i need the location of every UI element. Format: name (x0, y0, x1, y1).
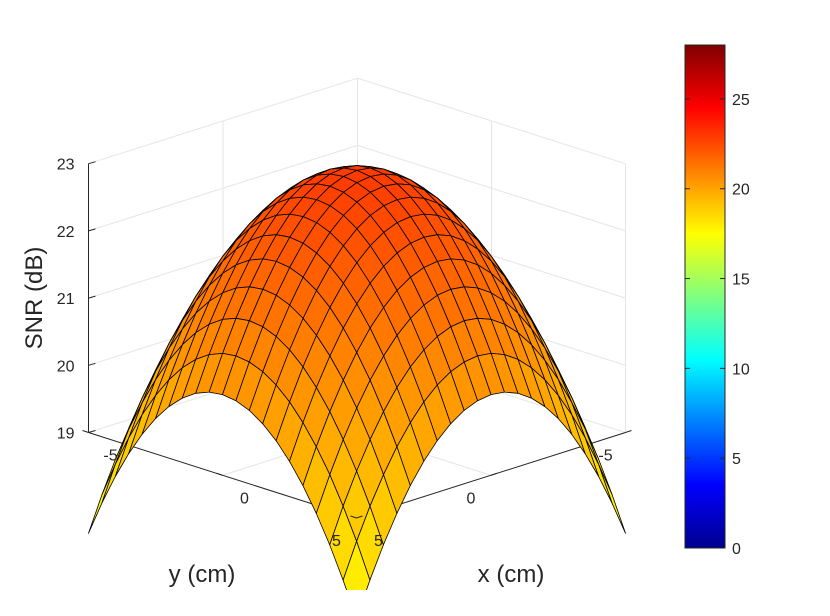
z-tick-mark (88, 295, 96, 299)
y-tick-mark (490, 472, 498, 476)
colorbar: 0 5 10 15 20 25 (684, 44, 750, 558)
x-tick-mark (82, 430, 89, 433)
z-tick-mark (88, 430, 96, 433)
z-tick-label: 21 (57, 291, 75, 308)
z-tick-mark (88, 161, 96, 165)
x-axis-label: x (cm) (478, 561, 545, 588)
x-tick-label: -5 (103, 448, 117, 465)
surface-patch (598, 463, 626, 534)
surface (88, 165, 626, 590)
y-tick-label: -5 (598, 448, 612, 465)
colorbar-gradient (684, 44, 726, 549)
z-axis-label: SNR (dB) (21, 247, 48, 350)
y-axis-label: y (cm) (169, 561, 236, 588)
x-tick-mark (216, 472, 223, 476)
z-tick-mark (88, 362, 96, 366)
colorbar-tick-label: 20 (732, 182, 750, 199)
surface-patch (88, 463, 116, 534)
surface-patch (571, 414, 599, 477)
y-axis-ticks: -5 0 5 (332, 430, 632, 550)
surface-patch (114, 414, 143, 477)
colorbar-ticks: 0 5 10 15 20 25 (685, 92, 750, 558)
z-tick-label: 20 (57, 358, 75, 375)
y-tick-label: 0 (467, 490, 476, 507)
z-tick-label: 22 (57, 224, 75, 241)
x-axis-ticks: -5 0 5 (82, 430, 383, 550)
y-tick-label: 5 (332, 533, 341, 550)
colorbar-tick-label: 5 (732, 451, 741, 468)
z-tick-label: 19 (57, 426, 75, 443)
x-tick-mark (350, 515, 357, 519)
y-tick-mark (356, 515, 363, 519)
z-axis-ticks: 19 20 21 22 23 (57, 157, 96, 443)
colorbar-tick-label: 0 (732, 541, 741, 558)
y-tick-mark (625, 430, 632, 433)
surface-patch (342, 540, 371, 590)
z-tick-label: 23 (57, 157, 75, 174)
x-tick-label: 5 (374, 533, 383, 550)
colorbar-tick-label: 10 (732, 361, 750, 378)
colorbar-tick-label: 15 (732, 272, 750, 289)
z-tick-mark (88, 228, 96, 232)
x-tick-label: 0 (240, 490, 249, 507)
colorbar-tick-label: 25 (732, 92, 750, 109)
